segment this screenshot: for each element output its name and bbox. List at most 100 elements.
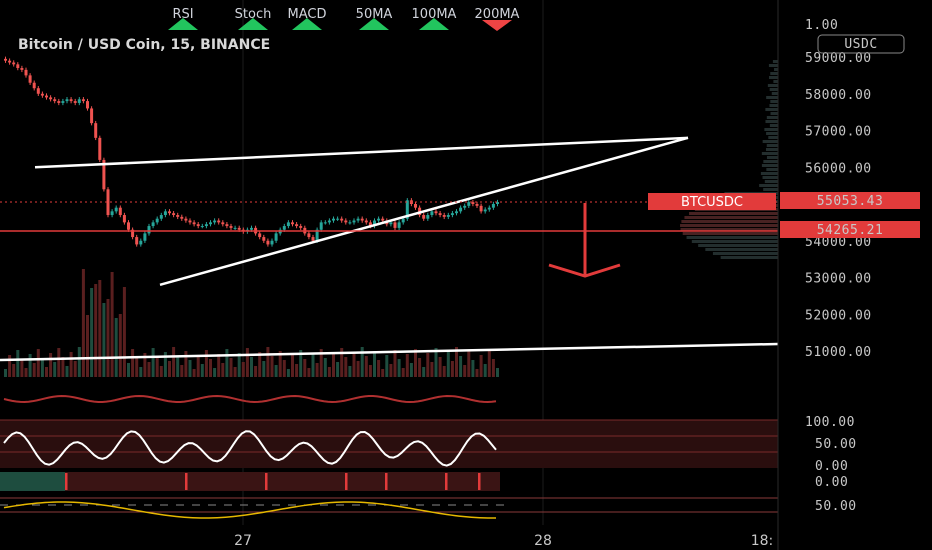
candle-body [487, 207, 491, 210]
candle-body [176, 215, 180, 217]
volume-profile-bar [684, 216, 778, 219]
candle-body [110, 211, 114, 216]
indicator-label-100ma: 100MA [412, 7, 457, 22]
volume-bar [77, 347, 81, 377]
volume-bar [143, 353, 147, 377]
volume-bar [270, 356, 274, 377]
candle-body [438, 213, 442, 216]
volume-bar [40, 358, 44, 377]
volume-bar [12, 364, 16, 377]
currency-label: USDC [844, 37, 877, 52]
volume-profile-bar [760, 172, 778, 175]
candle-body [237, 227, 241, 230]
candle-body [319, 222, 323, 230]
volume-profile-bar [772, 60, 778, 63]
volume-bar [65, 366, 69, 377]
candle-body [151, 222, 155, 227]
candle-body [295, 224, 299, 227]
currency-badge[interactable] [817, 34, 905, 54]
indicator-arrow-up [359, 18, 389, 30]
candle-body [446, 215, 450, 217]
volume-bar [94, 284, 98, 377]
volume-profile-bar [762, 176, 778, 179]
volume-bar [90, 288, 94, 377]
volume-bar [344, 357, 348, 377]
volume-bar [155, 357, 159, 377]
volume-bar [184, 351, 188, 377]
candle-body [131, 229, 135, 238]
candle-body [364, 220, 368, 223]
indicator-arrow-up [168, 18, 198, 30]
support-price-label: 54265.21 [817, 223, 884, 238]
candle-body [65, 99, 69, 102]
candle-body [430, 211, 434, 216]
volume-profile-bar [698, 244, 778, 247]
volume-bar [225, 349, 229, 377]
candle-body [311, 237, 315, 241]
volume-bar [483, 364, 487, 377]
x-label-time: 18: [751, 533, 774, 549]
volume-profile-bar [763, 188, 778, 191]
volume-profile-bar [769, 104, 778, 107]
volume-bar [114, 318, 118, 377]
candle-body [155, 218, 159, 223]
volume-bar [213, 368, 217, 377]
candle-body [90, 108, 94, 124]
candle-body [274, 233, 278, 241]
volume-profile-bar [689, 212, 778, 215]
volume-bar [356, 361, 360, 377]
drawings[interactable] [0, 136, 779, 362]
volume-bar [98, 280, 102, 377]
volume-bar [118, 314, 122, 377]
volume-bar [430, 362, 434, 377]
volume-bar [102, 303, 106, 377]
candle-body [327, 220, 331, 223]
candle-body [471, 202, 475, 204]
volume-bar [131, 349, 135, 377]
x-label-28: 28 [534, 533, 552, 549]
volume-profile-bar [712, 252, 778, 255]
candle-body [397, 222, 401, 228]
volume-profile-bar [768, 64, 778, 67]
volume-profile-bar [769, 124, 778, 127]
candle-body [434, 211, 438, 214]
candle-body [286, 222, 290, 227]
volume-bar [496, 368, 499, 377]
volume-profile-bar [774, 68, 778, 71]
candle-body [184, 218, 188, 221]
volume-profile-bar [765, 120, 778, 123]
volume-profile-bar [767, 84, 778, 87]
volume-bar [336, 362, 340, 377]
volume-bar [491, 359, 495, 377]
candle-body [291, 222, 294, 225]
indicator-row[interactable]: RSI Stoch MACD 50MA 100MA 200MA [168, 7, 520, 31]
price-axis[interactable]: 59000.00 58000.00 57000.00 56000.00 54000.00… [805, 51, 872, 360]
volume-bar [446, 352, 450, 377]
volume-bar [364, 356, 368, 377]
volume-bar [373, 351, 376, 377]
volume-bar [459, 356, 463, 377]
volume-bar [24, 368, 28, 377]
candle-body [69, 99, 73, 102]
volume-profile-bar [765, 108, 778, 111]
volume-profile-bar [770, 112, 778, 115]
volume-bar [418, 358, 422, 377]
candle-body [4, 58, 7, 61]
volume-profile-bar [766, 132, 778, 135]
rsi-pane-bg [0, 420, 778, 468]
volume-bar [282, 360, 286, 377]
candle-body [77, 99, 81, 103]
volume-bar [28, 354, 32, 377]
candle-body [16, 64, 20, 69]
volume-bar [291, 355, 294, 377]
volume-profile-bar [691, 240, 778, 243]
volume-profile-bar [761, 152, 778, 155]
volume-bar [266, 347, 270, 377]
volume-profile-bar [686, 236, 778, 239]
macd-tick-50: 50.00 [815, 499, 857, 514]
candle-body [360, 218, 364, 221]
volume-bar [32, 363, 36, 377]
volume-bar [81, 269, 85, 377]
candle-body [81, 99, 85, 102]
